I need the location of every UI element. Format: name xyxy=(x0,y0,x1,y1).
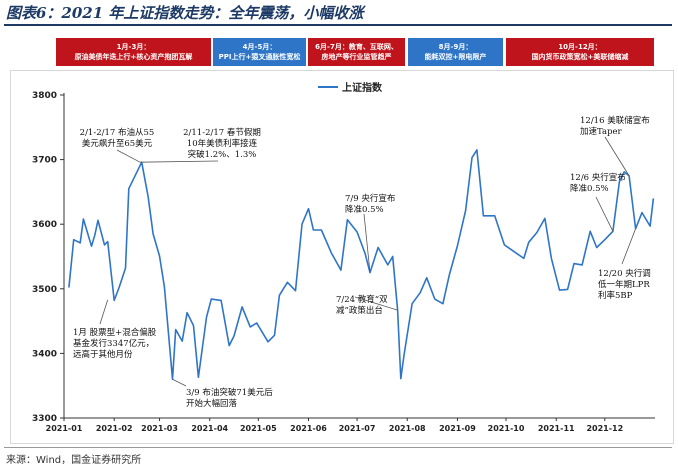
x-tick-label: 2021-05 xyxy=(240,424,277,433)
annotation-9-line-2: 低一年期LPR xyxy=(598,279,650,290)
annotation-4-line-1: 3/9 布油突破71美元后 xyxy=(186,387,273,398)
x-tick-label: 2021-03 xyxy=(141,424,178,433)
phase-banner-2: 4月-5月： PPI上行+猿叉通胀性宽松 xyxy=(213,38,306,66)
annotation-2-line-3: 突破1.2%、1.3% xyxy=(188,149,257,160)
annotation-1-line-2: 美元飙升至65美元 xyxy=(82,138,153,149)
series-line-shanghai-index xyxy=(68,149,655,381)
phase-banner-3-line1: 6月-7月：教育、互联网、 xyxy=(315,43,398,51)
phase-banner-5-line2: 国内货币政策宽松+美联储缩减 xyxy=(531,53,629,61)
x-tick-label: 2021-08 xyxy=(389,424,426,433)
annotation-5-leader xyxy=(363,213,371,273)
phase-banner-5: 10月-12月： 国内货币政策宽松+美联储缩减 xyxy=(506,38,654,66)
x-tick-label: 2021-02 xyxy=(96,424,133,433)
phase-banner-4-line2: 能耗双控+限电限产 xyxy=(424,53,487,61)
annotation-7-line-2: 加速Taper xyxy=(580,126,623,137)
figure-title: 图表6：2021 年上证指数走势：全年震荡，小幅收涨 xyxy=(6,4,364,22)
annotation-6-line-2: 减”政策出台 xyxy=(336,305,383,316)
annotation-3-line-3: 远高于其他月份 xyxy=(73,349,133,360)
annotation-7-line-1: 12/16 美联储宣布 xyxy=(580,115,650,126)
y-tick-label: 3600 xyxy=(32,220,57,230)
annotation-4-leader xyxy=(172,378,187,387)
x-tick-label: 2021-11 xyxy=(538,424,575,433)
annotation-1-line-1: 2/1-2/17 布油从55 xyxy=(80,127,155,138)
phase-banner-1: 1月-3月： 原油美债年迭上行+核心资产抱团瓦解 xyxy=(56,38,211,66)
x-tick-label: 2021-09 xyxy=(439,424,476,433)
annotation-5-line-2: 降准0.5% xyxy=(345,204,384,215)
phase-banner-2-line2: PPI上行+猿叉通胀性宽松 xyxy=(218,53,301,61)
x-tick-label: 2021-10 xyxy=(488,424,525,433)
annotation-2-line-2: 10年美债利率接连 xyxy=(187,138,258,149)
annotation-8-leader xyxy=(595,196,614,232)
x-tick-label: 2021-01 xyxy=(46,424,83,433)
phase-banner-4: 8月-9月： 能耗双控+限电限产 xyxy=(408,38,503,66)
y-tick-label: 3300 xyxy=(32,414,57,424)
phase-banner-1-line2: 原油美债年迭上行+核心资产抱团瓦解 xyxy=(74,53,193,61)
phase-banner-3-line2: 房地产等行业监管趋严 xyxy=(321,53,392,61)
annotation-1-leader xyxy=(116,149,141,163)
annotation-8-line-1: 12/6 央行宣布 xyxy=(570,172,626,183)
chart-frame xyxy=(10,70,674,444)
annotation-9-line-1: 12/20 央行调 xyxy=(598,268,651,279)
phase-banner-1-line1: 1月-3月： xyxy=(116,43,151,51)
x-tick-label: 2021-07 xyxy=(339,424,376,433)
annotation-4-line-2: 开始大幅回落 xyxy=(186,398,238,409)
x-tick-label: 2021-06 xyxy=(290,424,327,433)
source-note: 来源：Wind，国金证券研究所 xyxy=(6,455,142,466)
y-tick-label: 3700 xyxy=(32,156,57,166)
annotation-3-line-1: 1月 股票型+混合偏股 xyxy=(73,327,157,338)
title-rule xyxy=(4,24,672,26)
y-tick-label: 3500 xyxy=(32,285,57,295)
phase-banner-3: 6月-7月：教育、互联网、 房地产等行业监管趋严 xyxy=(308,38,405,66)
y-tick-label: 3800 xyxy=(32,91,57,101)
annotation-3-leader xyxy=(99,299,109,325)
annotation-2-line-1: 2/11-2/17 春节假期 xyxy=(183,127,261,138)
phase-banner-2-line1: 4月-5月： xyxy=(242,43,277,51)
annotation-7-leader xyxy=(604,136,630,176)
annotation-2-leader xyxy=(140,160,219,163)
x-tick-label: 2021-12 xyxy=(586,424,623,433)
annotation-3-line-2: 基金发行3347亿元， xyxy=(73,338,154,349)
phase-banner-4-line1: 8月-9月： xyxy=(438,43,473,51)
annotation-9-leader xyxy=(621,228,636,265)
annotation-6-leader xyxy=(354,296,398,311)
annotation-8-line-2: 降准0.5% xyxy=(570,183,609,194)
y-tick-label: 3400 xyxy=(32,349,57,359)
phase-banner-5-line1: 10月-12月： xyxy=(558,43,602,51)
x-tick-label: 2021-04 xyxy=(191,424,228,433)
legend-label: 上证指数 xyxy=(342,81,383,94)
annotation-9-line-3: 利率5BP xyxy=(598,290,633,301)
bottom-rule xyxy=(4,447,672,448)
annotation-5-line-1: 7/9 央行宣布 xyxy=(345,193,395,204)
